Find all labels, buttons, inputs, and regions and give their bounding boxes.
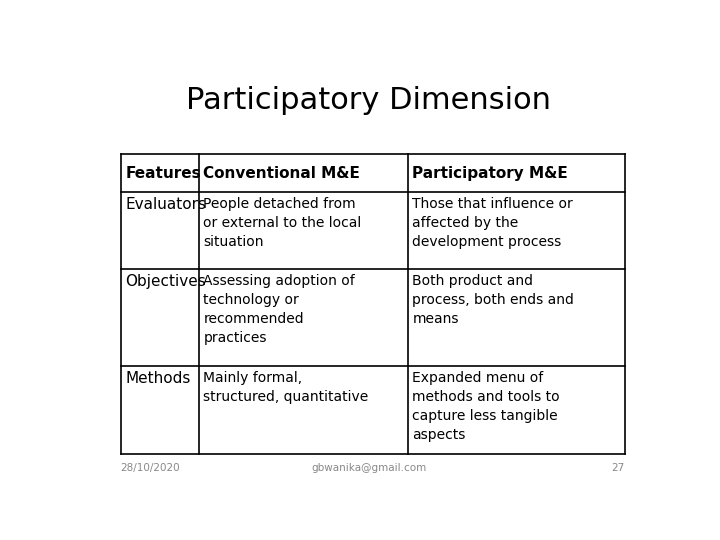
Text: People detached from
or external to the local
situation: People detached from or external to the … — [203, 197, 361, 249]
Text: 27: 27 — [611, 463, 624, 473]
Text: Methods: Methods — [125, 371, 191, 386]
Text: Mainly formal,
structured, quantitative: Mainly formal, structured, quantitative — [203, 371, 369, 404]
Text: 28/10/2020: 28/10/2020 — [121, 463, 180, 473]
Text: Evaluators: Evaluators — [125, 197, 206, 212]
Text: Expanded menu of
methods and tools to
capture less tangible
aspects: Expanded menu of methods and tools to ca… — [413, 371, 560, 442]
Text: Conventional M&E: Conventional M&E — [203, 166, 360, 180]
Text: gbwanika@gmail.com: gbwanika@gmail.com — [311, 463, 427, 473]
Text: Both product and
process, both ends and
means: Both product and process, both ends and … — [413, 274, 575, 326]
Text: Assessing adoption of
technology or
recommended
practices: Assessing adoption of technology or reco… — [203, 274, 355, 345]
Text: Those that influence or
affected by the
development process: Those that influence or affected by the … — [413, 197, 573, 249]
Text: Participatory Dimension: Participatory Dimension — [186, 86, 552, 114]
Text: Features: Features — [125, 166, 201, 180]
Text: Participatory M&E: Participatory M&E — [413, 166, 568, 180]
Text: Objectives: Objectives — [125, 274, 206, 289]
